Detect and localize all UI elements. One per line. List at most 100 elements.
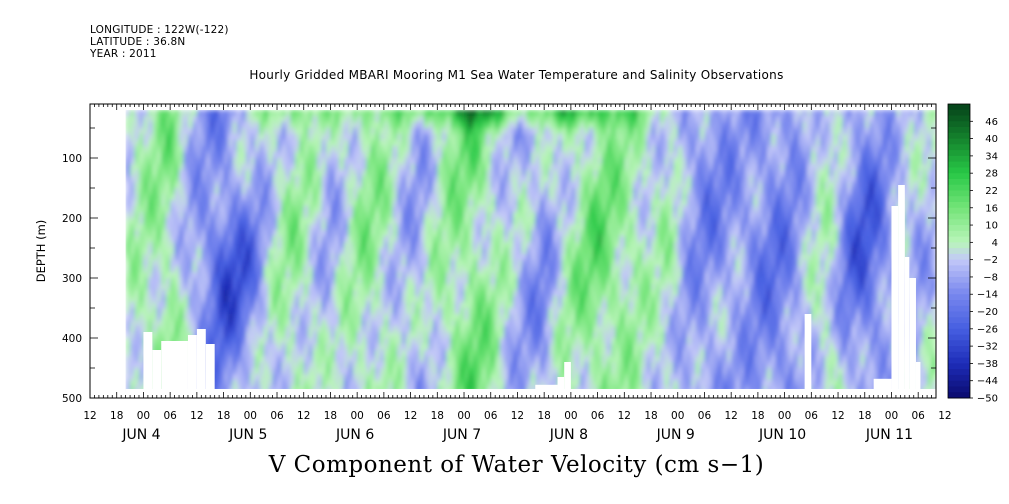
x-hour-tick-label: 06 [377,410,391,422]
colorbar-tick-label: 34 [985,151,998,162]
year-label: YEAR : 2011 [90,48,157,60]
colorbar-tick-label: 10 [985,221,998,232]
missing-data-region [873,378,892,398]
colorbar-band [948,276,970,284]
x-hour-tick-label: 12 [404,410,417,422]
x-hour-tick-label: 00 [244,410,257,422]
colorbar-tick-label: 28 [985,169,998,180]
missing-data-region [904,257,910,398]
colorbar-band [948,346,970,353]
colorbar-band [948,184,970,191]
missing-data-region [891,206,899,398]
y-tick-label: 100 [62,153,82,165]
missing-data-region [909,278,916,398]
colorbar-band [948,386,970,393]
x-day-label: JUN 11 [865,427,913,443]
x-hour-tick-label: 06 [163,410,177,422]
missing-data-region [187,335,197,398]
colorbar-band [948,121,970,128]
latitude-label: LATITUDE : 36.8N [90,36,186,48]
colorbar-tick-label: 46 [985,117,998,128]
colorbar-band [948,323,970,330]
colorbar-tick-label: 4 [992,238,998,249]
colorbar-band [948,236,970,243]
missing-data-region [125,389,936,398]
colorbar-band [948,219,970,226]
colorbar-band [948,334,970,341]
y-tick-label: 300 [62,273,82,285]
x-hour-tick-label: 00 [137,410,150,422]
x-hour-tick-label: 00 [671,410,684,422]
colorbar-tick-label: −50 [977,394,998,405]
x-hour-tick-label: 18 [431,410,444,422]
colorbar-band [948,369,970,376]
colorbar-band [948,259,970,266]
y-tick-label: 500 [62,393,82,405]
colorbar-band [948,271,970,278]
colorbar-band [948,380,970,387]
x-hour-tick-label: 18 [751,410,764,422]
x-hour-tick-label: 18 [858,410,871,422]
x-day-label: JUN 7 [442,427,481,443]
colorbar-band [948,202,970,209]
colorbar-band [948,374,970,382]
chart-title: Hourly Gridded MBARI Mooring M1 Sea Wate… [249,68,784,82]
x-hour-tick-label: 12 [724,410,737,422]
colorbar-band [948,230,970,238]
x-hour-tick-label: 00 [457,410,470,422]
x-hour-tick-label: 12 [618,410,631,422]
colorbar-band [948,104,970,111]
colorbar-band [948,109,970,117]
colorbar-band [948,155,970,163]
colorbar-band [948,253,970,261]
colorbar-band [948,317,970,324]
x-axis-title: V Component of Water Velocity (cm s−1) [268,452,765,478]
x-hour-tick-label: 06 [591,410,605,422]
missing-data-region [535,384,558,398]
x-hour-tick-label: 18 [110,410,123,422]
x-hour-tick-label: 06 [805,410,819,422]
missing-data-region [196,329,206,398]
colorbar-tick-label: −20 [977,307,998,318]
x-day-label: JUN 5 [228,427,267,443]
missing-data-region [152,350,162,398]
colorbar-band [948,132,970,140]
colorbar-band [948,178,970,186]
colorbar-band [948,196,970,203]
x-day-label: JUN 10 [758,427,806,443]
x-day-label: JUN 9 [656,427,695,443]
longitude-label: LONGITUDE : 122W(-122) [90,24,229,36]
x-hour-tick-label: 06 [270,410,284,422]
colorbar-band [948,288,970,295]
missing-data-region [915,362,921,398]
missing-data-region [564,362,571,398]
colorbar-band [948,357,970,364]
colorbar-band [948,248,970,255]
colorbar-tick-label: 16 [985,203,998,214]
colorbar-band [948,311,970,318]
colorbar-tick-label: 22 [985,186,998,197]
x-hour-tick-label: 18 [644,410,657,422]
colorbar-tick-label: −26 [977,324,998,335]
x-hour-tick-label: 12 [83,410,96,422]
colorbar-band [948,351,970,359]
x-hour-tick-label: 06 [912,410,926,422]
x-hour-tick-label: 12 [831,410,844,422]
colorbar-band [948,190,970,197]
colorbar-tick-label: −44 [977,376,998,387]
colorbar-band [948,242,970,249]
missing-data-region [898,185,905,398]
colorbar-band [948,294,970,301]
missing-data-region [557,377,565,398]
colorbar-tick-label: 40 [985,134,998,145]
missing-data-region [143,332,153,398]
colorbar-band [948,144,970,151]
y-axis-label: DEPTH (m) [34,220,48,283]
colorbar-band [948,300,970,307]
colorbar-band [948,305,970,313]
colorbar-tick-label: −8 [983,272,998,283]
x-hour-tick-label: 00 [778,410,791,422]
colorbar-band [948,225,970,232]
